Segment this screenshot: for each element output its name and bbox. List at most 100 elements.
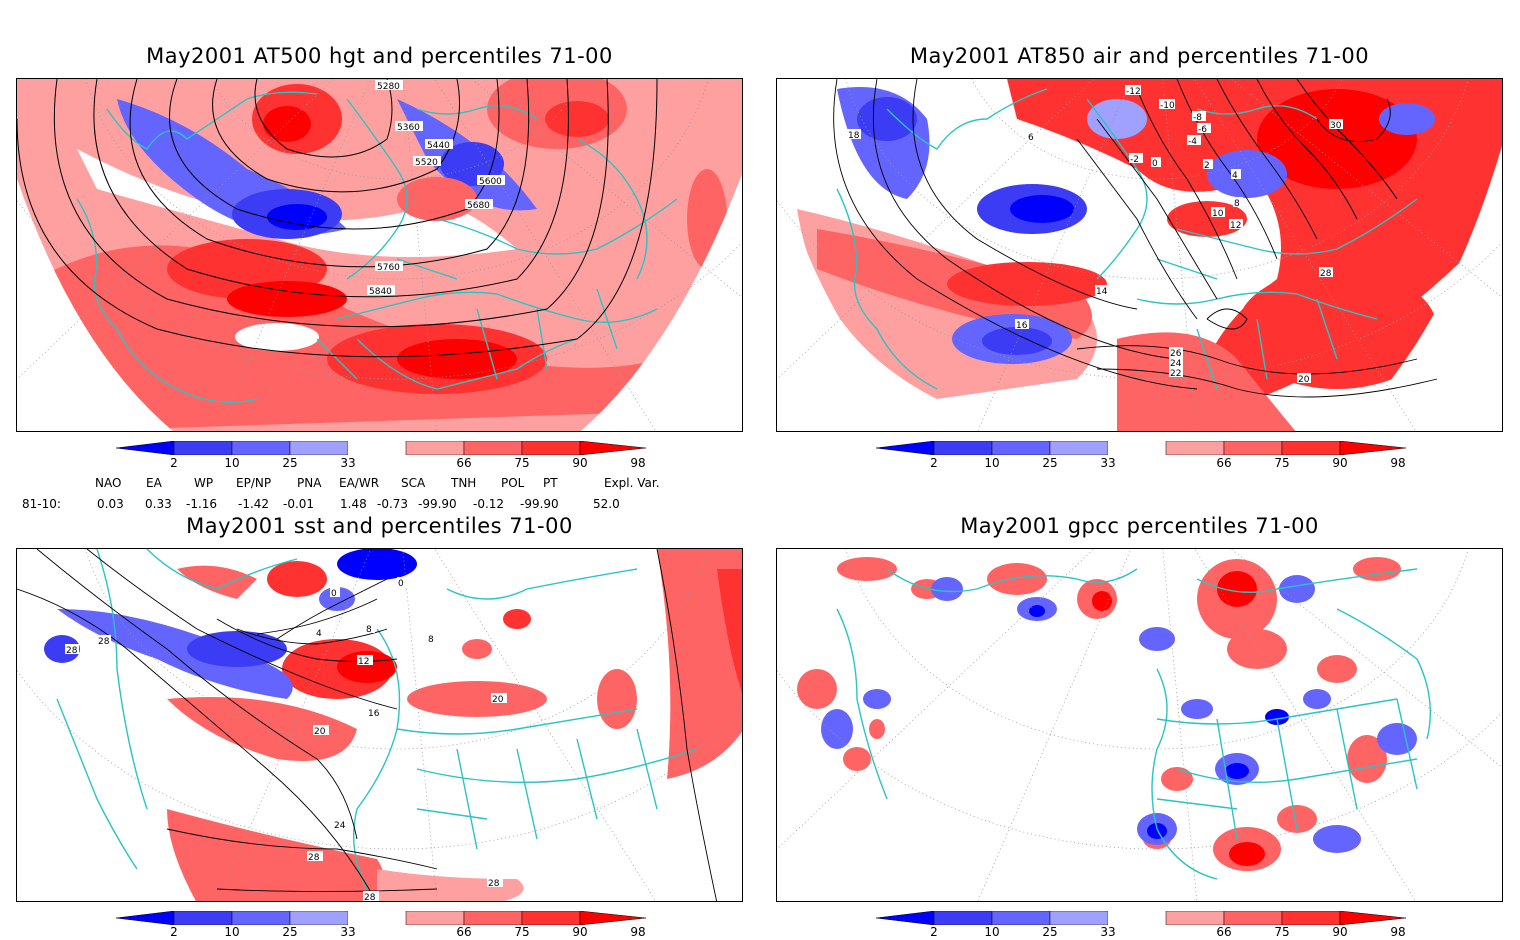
colorbar-label: 75 (514, 456, 530, 470)
colorbar-swatches (115, 440, 647, 456)
colorbar-swatch (463, 440, 523, 456)
colorbar-swatch (115, 910, 175, 926)
colorbar-swatch (875, 440, 935, 456)
colorbar-swatch (521, 440, 581, 456)
contour-label: 10 (1212, 209, 1224, 219)
contour-label: 20 (492, 695, 504, 705)
contour-label: 5760 (377, 263, 400, 273)
colorbar-label: 10 (984, 456, 1000, 470)
colorbar-label: 33 (340, 925, 356, 939)
colorbar-swatch (289, 910, 349, 926)
contour-label: 5440 (427, 141, 450, 151)
panel-title-at500: May2001 AT500 hgt and percentiles 71-00 (146, 44, 613, 68)
index-header: EP/NP (236, 476, 272, 490)
colorbar-swatches (875, 440, 1407, 456)
colorbar-label: 75 (1274, 925, 1290, 939)
colorbar-swatch (875, 910, 935, 926)
contour-label: 12 (1230, 221, 1241, 231)
contour-label: 4 (1232, 171, 1238, 181)
colorbar-swatch (348, 911, 406, 925)
contour-label: -12 (1126, 87, 1141, 97)
index-header: TNH (451, 476, 477, 490)
colorbar-swatch (289, 440, 349, 456)
colorbar-swatch (173, 910, 233, 926)
contour-label: 26 (1170, 349, 1182, 359)
colorbar-label: 66 (456, 456, 472, 470)
colorbar-labels-at500: 2 10 25 33 66 75 90 98 (116, 456, 646, 472)
contour-label: 2 (1204, 161, 1210, 171)
map-panel-at850: -12 -10 -8 -6 -4 -2 0 2 4 6 8 10 12 14 1… (776, 78, 1503, 432)
colorbar-label: 2 (930, 925, 938, 939)
colorbar-label: 2 (170, 925, 178, 939)
colorbar-swatch (1049, 440, 1109, 456)
contour-label: 20 (314, 727, 326, 737)
colorbar-label: 33 (1100, 925, 1116, 939)
colorbar-label: 10 (984, 925, 1000, 939)
colorbar-swatch (1223, 440, 1283, 456)
index-value: 0.33 (145, 497, 172, 511)
map-at850: -12 -10 -8 -6 -4 -2 0 2 4 6 8 10 12 14 1… (777, 79, 1502, 431)
colorbar-label: 33 (340, 456, 356, 470)
colorbar-swatch (991, 910, 1051, 926)
contour-label: 6 (1028, 133, 1034, 143)
colorbar-labels-at850: 2 10 25 33 66 75 90 98 (876, 456, 1406, 472)
index-value: -1.42 (238, 497, 270, 511)
index-value: 52.0 (593, 497, 620, 511)
colorbar-label: 98 (630, 456, 646, 470)
contour-label: 5280 (377, 82, 400, 92)
contour-label: 5680 (467, 201, 490, 211)
colorbar-label: 10 (224, 456, 240, 470)
contour-label: 16 (368, 709, 380, 719)
colorbar-swatch (231, 910, 291, 926)
contour-label: 4 (316, 629, 322, 639)
colorbar-label: 66 (1216, 925, 1232, 939)
contour-label: 28 (308, 853, 320, 863)
colorbar-label: 90 (572, 456, 588, 470)
colorbar-label: 90 (1332, 925, 1348, 939)
contour-label: 20 (1298, 375, 1310, 385)
colorbar-label: 75 (514, 925, 530, 939)
colorbar-swatch (991, 440, 1051, 456)
contour-label: -6 (1198, 125, 1207, 135)
index-value: -99.90 (418, 497, 457, 511)
map-panel-sst: 28 28 0 0 4 8 8 12 16 20 20 24 28 28 28 (16, 548, 743, 902)
contour-label: 16 (1016, 321, 1028, 331)
colorbar-swatch (231, 440, 291, 456)
colorbar-swatch (933, 440, 993, 456)
index-value: -99.90 (520, 497, 559, 511)
colorbar-swatch (173, 440, 233, 456)
index-header: EA/WR (339, 476, 380, 490)
colorbar-swatch (1108, 911, 1166, 925)
colorbar-labels-gpcc: 2 10 25 33 66 75 90 98 (876, 925, 1406, 940)
index-value: -0.01 (283, 497, 315, 511)
colorbar-label: 10 (224, 925, 240, 939)
colorbar-swatch (1223, 910, 1283, 926)
index-value: 0.03 (97, 497, 124, 511)
contour-label: 5840 (369, 287, 392, 297)
colorbar-swatch (348, 441, 406, 455)
index-value: 1.48 (340, 497, 367, 511)
contour-label: -10 (1160, 101, 1175, 111)
index-header: EA (146, 476, 162, 490)
panel-title-at850: May2001 AT850 air and percentiles 71-00 (909, 44, 1370, 68)
contour-label: 0 (398, 579, 404, 589)
colorbar-swatch (521, 910, 581, 926)
index-header: PT (543, 476, 558, 490)
colorbar-labels-sst: 2 10 25 33 66 75 90 98 (116, 925, 646, 940)
colorbar-swatches (115, 910, 647, 926)
colorbar-at850 (875, 440, 1407, 456)
colorbar-label: 98 (630, 925, 646, 939)
colorbar-label: 98 (1390, 456, 1406, 470)
indices-header-row: NAO EA WP EP/NP PNA EA/WR SCA TNH POL PT… (0, 476, 760, 492)
index-value: -1.16 (186, 497, 218, 511)
map-at500: 5280 5360 5440 5520 5600 5680 5760 5840 (17, 79, 742, 431)
colorbar-label: 25 (1042, 456, 1058, 470)
map-panel-gpcc (776, 548, 1503, 902)
contour-label: 30 (1330, 121, 1342, 131)
contour-label: 22 (1170, 369, 1181, 379)
colorbar-swatch (405, 440, 465, 456)
contour-label: 5520 (415, 158, 438, 168)
colorbar-swatch (1281, 910, 1341, 926)
index-header: Expl. Var. (604, 476, 660, 490)
contour-label: 28 (364, 893, 376, 902)
